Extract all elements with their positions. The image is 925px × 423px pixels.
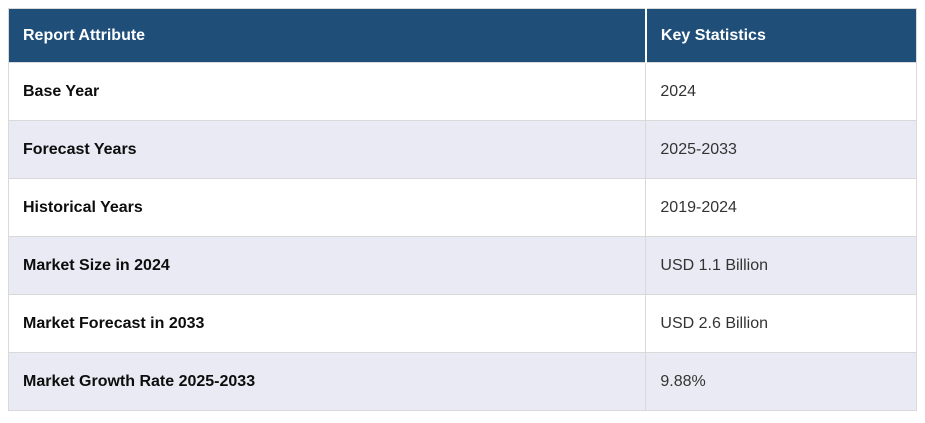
- table-row: Forecast Years 2025-2033: [7, 120, 917, 179]
- table-row: Market Growth Rate 2025-2033 9.88%: [7, 352, 917, 411]
- value-base-year: 2024: [645, 62, 917, 121]
- attribute-market-size-2024: Market Size in 2024: [7, 236, 647, 295]
- attribute-forecast-years: Forecast Years: [7, 120, 647, 179]
- attribute-historical-years: Historical Years: [7, 178, 647, 237]
- value-forecast-years: 2025-2033: [645, 120, 917, 179]
- value-market-forecast-2033: USD 2.6 Billion: [645, 294, 917, 353]
- table-row: Base Year 2024: [7, 62, 917, 121]
- value-historical-years: 2019-2024: [645, 178, 917, 237]
- value-market-growth-rate: 9.88%: [645, 352, 917, 411]
- table-header-row: Report Attribute Key Statistics: [8, 8, 917, 63]
- value-market-size-2024: USD 1.1 Billion: [645, 236, 917, 295]
- table-row: Historical Years 2019-2024: [7, 178, 917, 237]
- report-summary-table: Report Attribute Key Statistics Base Yea…: [7, 8, 917, 411]
- attribute-market-forecast-2033: Market Forecast in 2033: [7, 294, 647, 353]
- table-row: Market Size in 2024 USD 1.1 Billion: [7, 236, 917, 295]
- table-row: Market Forecast in 2033 USD 2.6 Billion: [7, 294, 917, 353]
- column-header-report-attribute: Report Attribute: [8, 8, 646, 63]
- attribute-market-growth-rate: Market Growth Rate 2025-2033: [7, 352, 647, 411]
- attribute-base-year: Base Year: [7, 62, 647, 121]
- column-header-key-statistics: Key Statistics: [644, 8, 917, 63]
